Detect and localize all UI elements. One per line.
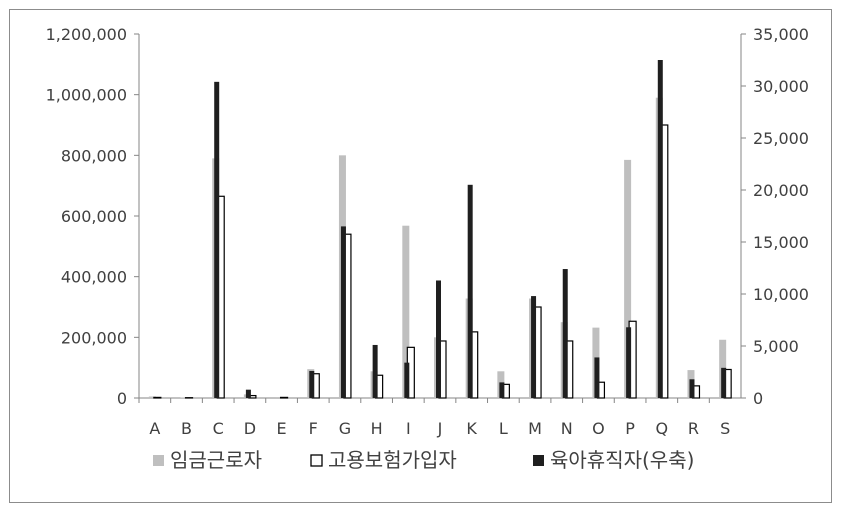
right-tick-label: 30,000: [753, 77, 809, 96]
x-tick-label: B: [181, 419, 192, 438]
legend-label: 고용보험가입자: [328, 448, 457, 472]
right-tick-label: 15,000: [753, 233, 809, 252]
bar-parental-leave-J: [436, 280, 441, 398]
left-tick-label: 600,000: [61, 207, 127, 226]
x-tick-label: I: [406, 419, 411, 438]
x-tick-label: O: [592, 419, 605, 438]
bar-parental-leave-K: [467, 184, 473, 398]
bar-wage-workers-P: [624, 159, 632, 398]
x-tick-label: L: [499, 419, 508, 438]
dual-axis-bar-chart: 0 200,000 400,000 600,000 800,000 1,000,000 1,…: [46, 25, 809, 472]
bar-parental-leave-S: [721, 367, 727, 398]
bar-parental-leave-O: [594, 357, 600, 398]
right-tick-label: 0: [753, 389, 763, 408]
x-tick-label: N: [561, 419, 573, 438]
legend-label: 육아휴직자(우축): [550, 448, 694, 472]
bar-parental-leave-I: [404, 362, 410, 398]
x-tick-label: F: [309, 419, 318, 438]
bar-parental-leave-G: [340, 226, 346, 398]
bar-insured-A: [153, 396, 162, 399]
legend-label: 임금근로자: [170, 448, 262, 472]
bar-wage-workers-I: [402, 225, 410, 398]
x-tick-label: J: [437, 419, 443, 438]
x-tick-label: C: [213, 419, 224, 438]
left-tick-label: 200,000: [61, 328, 127, 347]
bar-wage-workers-A: [148, 396, 156, 398]
x-tick-label: K: [466, 419, 477, 438]
x-tick-label: M: [528, 419, 542, 438]
right-tick-label: 20,000: [753, 181, 809, 200]
left-tick-label: 400,000: [61, 268, 127, 287]
left-tick-label: 1,000,000: [46, 86, 127, 105]
chart-frame: 0 200,000 400,000 600,000 800,000 1,000,000 1,…: [9, 9, 832, 503]
left-tick-label: 800,000: [61, 146, 127, 165]
x-tick-label: P: [625, 419, 635, 438]
x-tick-label: G: [339, 419, 351, 438]
bar-parental-leave-C: [214, 81, 220, 398]
bar-parental-leave-D: [245, 389, 251, 398]
bar-parental-leave-P: [626, 327, 632, 398]
bar-wage-workers-E: [275, 397, 283, 398]
x-tick-label: D: [244, 419, 256, 438]
legend-swatch: [153, 455, 164, 466]
bar-parental-leave-M: [531, 296, 537, 398]
left-tick-label: 1,200,000: [46, 25, 127, 44]
legend-swatch: [533, 455, 544, 466]
x-tick-label: R: [688, 419, 699, 438]
x-tick-label: Q: [655, 419, 668, 438]
bar-wage-workers-B: [180, 397, 188, 398]
left-tick-label: 0: [117, 389, 127, 408]
right-tick-label: 5,000: [753, 337, 799, 356]
right-tick-label: 10,000: [753, 285, 809, 304]
bar-insured-E: [279, 396, 289, 399]
bar-parental-leave-Q: [657, 60, 663, 398]
bar-parental-leave-L: [499, 382, 505, 398]
right-tick-label: 35,000: [753, 25, 809, 44]
right-tick-label: 25,000: [753, 129, 809, 148]
bar-parental-leave-N: [562, 269, 568, 398]
legend-swatch: [310, 454, 323, 467]
x-tick-label: A: [149, 419, 160, 438]
bar-parental-leave-R: [689, 379, 695, 398]
x-tick-label: E: [277, 419, 287, 438]
bar-parental-leave-F: [309, 370, 315, 398]
bar-parental-leave-H: [372, 344, 378, 398]
x-tick-label: H: [371, 419, 383, 438]
x-tick-label: S: [720, 419, 730, 438]
